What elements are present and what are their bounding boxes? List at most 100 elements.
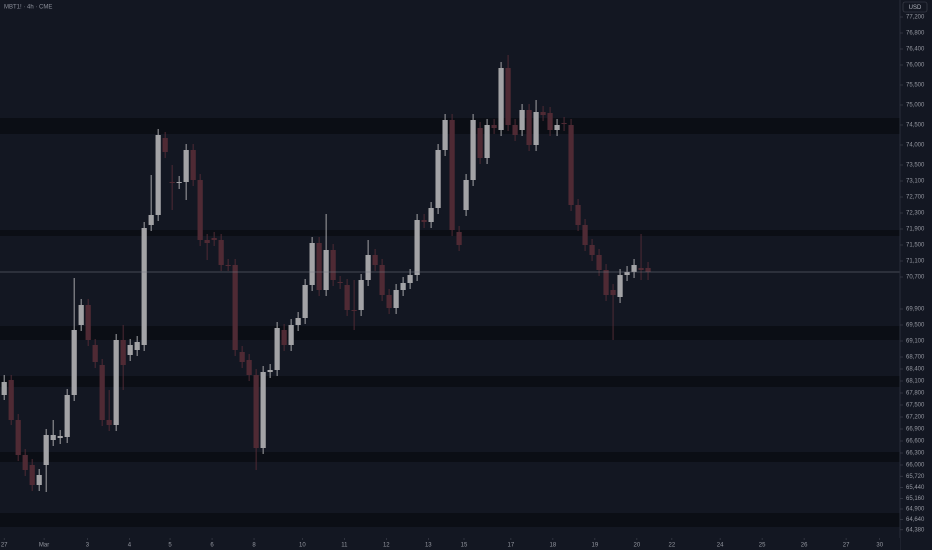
candle-body (498, 68, 504, 130)
y-tick-label: 76,800 (906, 31, 925, 37)
candle-body (540, 112, 546, 115)
y-tick-label: 69,100 (906, 339, 925, 345)
candle-body (148, 215, 154, 225)
x-tick-label: 11 (341, 543, 348, 549)
candle-body (393, 290, 399, 308)
candle-body (414, 220, 420, 275)
x-tick-label: 4 (128, 543, 132, 549)
y-tick-label: 71,900 (906, 227, 925, 233)
candle-body (155, 135, 161, 215)
candle-body (372, 255, 378, 265)
candle-body (22, 455, 28, 470)
candle-body (176, 182, 182, 183)
candle-body (225, 265, 231, 266)
candle-body (484, 125, 490, 158)
y-tick-label: 68,400 (906, 367, 925, 373)
candle-body (449, 120, 455, 230)
candle-body (134, 342, 140, 350)
y-tick-label: 75,500 (906, 83, 925, 89)
candle-body (169, 182, 175, 183)
x-tick-label: 24 (717, 543, 724, 549)
x-tick-label: 6 (210, 543, 214, 549)
candle-body (183, 150, 189, 182)
candle-body (57, 436, 63, 438)
y-tick-label: 65,720 (906, 474, 925, 480)
candle-body (204, 240, 210, 243)
candle-body (106, 420, 112, 425)
x-tick-label: 12 (383, 543, 390, 549)
candle-body (477, 128, 483, 158)
y-tick-label: 71,100 (906, 259, 925, 265)
zone (0, 326, 900, 340)
candle-body (589, 245, 595, 255)
price-axis (900, 0, 932, 550)
y-tick-label: 67,800 (906, 391, 925, 397)
candle-body (603, 270, 609, 295)
y-tick-label: 75,000 (906, 103, 925, 109)
candle-body (197, 180, 203, 240)
x-tick-label: 13 (425, 543, 432, 549)
x-tick-label: 27 (1, 543, 8, 549)
candle-body (316, 243, 322, 290)
currency-box (902, 1, 928, 13)
candle-body (309, 243, 315, 285)
candle-body (260, 372, 266, 448)
candle-body (386, 295, 392, 308)
y-tick-label: 69,900 (906, 307, 925, 313)
x-tick-label: 5 (168, 543, 172, 549)
y-tick-label: 72,300 (906, 211, 925, 217)
candle-body (575, 205, 581, 225)
zone (0, 452, 900, 462)
candle-body (190, 150, 196, 180)
candle-body (43, 435, 49, 465)
y-tick-label: 76,000 (906, 63, 925, 69)
candle-body (253, 375, 259, 448)
y-tick-label: 70,700 (906, 275, 925, 281)
y-tick-label: 74,000 (906, 143, 925, 149)
y-tick-label: 66,000 (906, 463, 925, 469)
y-tick-label: 66,300 (906, 451, 925, 457)
candle-body (239, 352, 245, 362)
candle-body (505, 68, 511, 125)
candle-body (64, 395, 70, 437)
candle-body (400, 283, 406, 290)
candle-body (351, 310, 357, 311)
candle-body (533, 112, 539, 145)
candle-body (267, 370, 273, 372)
plot (0, 55, 900, 492)
y-tick-label: 76,400 (906, 47, 925, 53)
candle-body (302, 285, 308, 318)
candle-body (428, 208, 434, 222)
zone (0, 513, 900, 527)
candle-body (526, 110, 532, 145)
candle-body (442, 120, 448, 150)
x-tick-label: 8 (252, 543, 256, 549)
x-tick-label: 15 (461, 543, 468, 549)
axis-labels: 77,200 76,800 76,400 76,000 75,500 75,000 74,5… (1, 15, 925, 549)
candle-body (596, 255, 602, 270)
y-tick-label: 71,500 (906, 243, 925, 249)
x-tick-label: 25 (759, 543, 766, 549)
candle-body (610, 290, 616, 295)
y-tick-label: 64,900 (906, 507, 925, 513)
zone (0, 230, 900, 236)
candle-body (211, 238, 217, 240)
y-tick-label: 67,200 (906, 415, 925, 421)
y-tick-label: 66,600 (906, 439, 925, 445)
y-tick-label: 65,160 (906, 496, 925, 502)
candle-body (274, 328, 280, 370)
candle-body (232, 265, 238, 350)
y-tick-label: 72,700 (906, 195, 925, 201)
candle-body (323, 250, 329, 290)
y-tick-label: 74,500 (906, 123, 925, 129)
candle-body (141, 228, 147, 345)
time-axis (0, 538, 900, 550)
x-tick-label: 30 (876, 543, 883, 549)
candle-body (456, 232, 462, 245)
candle-body (568, 125, 574, 205)
candle-body (519, 110, 525, 130)
candle-body (78, 305, 84, 325)
candle-body (162, 138, 168, 152)
candle-body (365, 255, 371, 280)
